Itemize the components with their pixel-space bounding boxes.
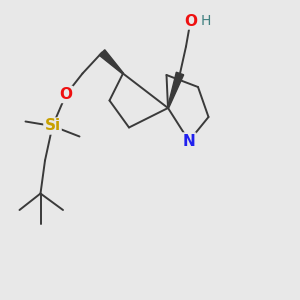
- Text: Si: Si: [44, 118, 61, 134]
- Text: H: H: [200, 14, 211, 28]
- Text: O: O: [184, 14, 197, 28]
- Polygon shape: [167, 72, 184, 108]
- Text: N: N: [183, 134, 195, 148]
- Polygon shape: [99, 50, 123, 74]
- Text: O: O: [59, 87, 73, 102]
